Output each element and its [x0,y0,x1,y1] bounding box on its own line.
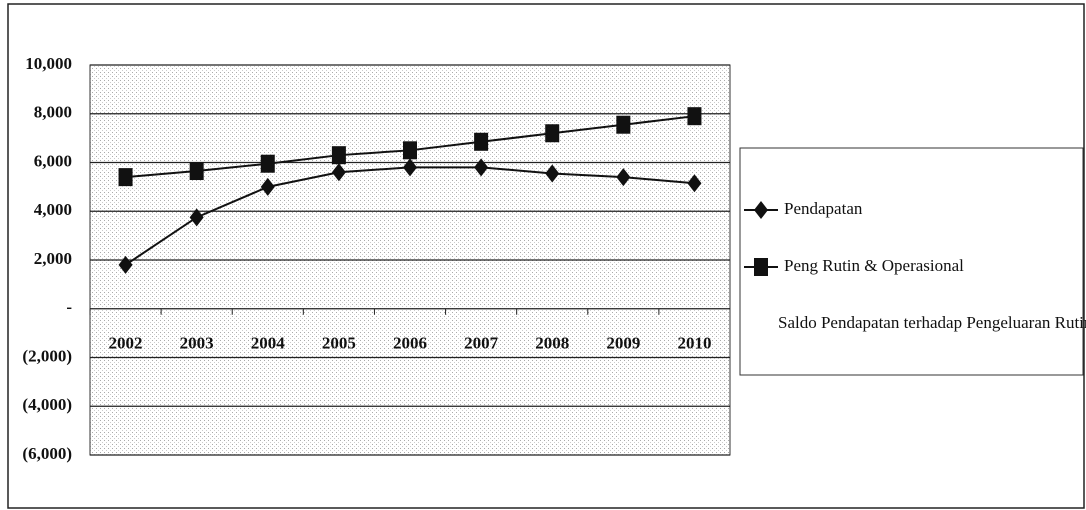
x-tick-label: 2008 [535,334,569,353]
frame [7,3,1085,509]
marker [474,132,489,151]
marker [687,174,702,193]
y-tick-label: (4,000) [22,395,72,414]
x-tick-label: 2003 [180,334,214,353]
marker [331,146,346,165]
marker [118,255,133,274]
marker [189,162,204,181]
y-tick-label: - [66,298,72,317]
marker [754,258,768,276]
x-tick-label: 2009 [606,334,640,353]
marker [118,168,133,187]
legend [739,147,1084,376]
legend-label: Saldo Pendapatan terhadap Pengeluaran Ru… [778,313,1086,332]
y-tick-label: (6,000) [22,444,72,463]
x-tick-label: 2010 [677,334,711,353]
y-tick-label: 10,000 [25,54,72,73]
marker [545,164,560,183]
marker [403,158,417,177]
y-tick-label: 4,000 [34,200,72,219]
marker [545,124,560,143]
x-tick-label: 2004 [251,334,286,353]
y-tick-label: 2,000 [34,249,72,268]
marker [616,115,631,134]
legend-label: Peng Rutin & Operasional [784,256,964,275]
marker [260,177,275,196]
marker [189,208,204,227]
x-tick-label: 2005 [322,334,356,353]
x-tick-label: 2006 [393,334,427,353]
y-tick-label: 8,000 [34,103,72,122]
x-tick-label: 2002 [109,334,143,353]
marker [687,107,702,126]
marker [331,163,346,182]
marker [754,201,768,219]
legend-label: Pendapatan [784,199,863,218]
y-tick-label: 6,000 [34,151,72,170]
marker [616,168,631,187]
marker [260,154,275,173]
x-tick-label: 2007 [464,334,499,353]
y-tick-label: (2,000) [22,346,72,365]
marker [474,158,489,177]
marker [403,141,417,160]
